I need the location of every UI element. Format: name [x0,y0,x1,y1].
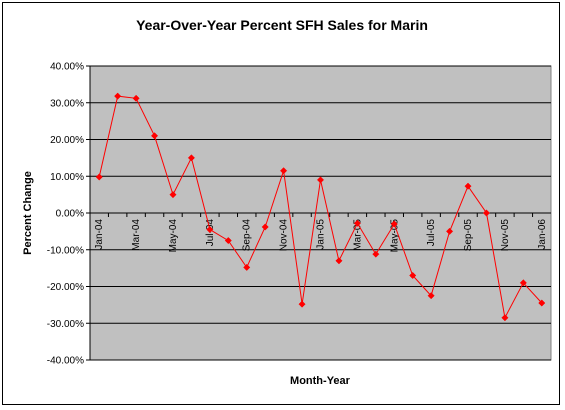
data-point-marker [335,257,343,265]
data-point-marker [501,314,509,322]
y-tick-label: 40.00% [50,62,84,73]
data-point-marker [390,220,398,228]
data-point-marker [372,250,380,258]
y-tick-label: 0.00% [56,209,84,220]
data-point-marker [280,167,288,175]
y-tick-label: 30.00% [50,98,84,109]
x-tick-label: Mar-05 [352,219,363,251]
data-point-marker [114,92,122,100]
data-point-marker [169,191,177,199]
x-tick-label: Jul-05 [426,219,437,247]
y-tick-label: 20.00% [50,135,84,146]
x-tick-label: Jan-06 [537,219,548,250]
x-tick-label: Mar-04 [131,219,142,251]
y-tick-label: -10.00% [47,245,84,256]
data-point-marker [132,94,140,102]
data-point-marker [464,182,472,190]
y-tick-label: -30.00% [47,319,84,330]
data-point-marker [206,225,214,234]
chart-frame [2,2,560,405]
data-point-marker [298,300,306,308]
x-axis-ticks: Jan-04 Mar-04 May-04 Jul-04 Sep-04 Nov-04 Jan-… [89,212,551,253]
chart-title: Year-Over-Year Percent SFH Sales for Mar… [136,17,428,33]
y-axis-ticks: 40.00% 30.00% 20.00% 10.00% 0.00% -10.00% -20.… [47,62,91,367]
data-point-marker [538,299,546,307]
y-tick-label: -40.00% [47,356,84,367]
series-markers [95,92,546,322]
y-tick-label: -20.00% [47,282,84,293]
data-point-marker [187,154,195,162]
data-point-marker [261,223,269,231]
x-tick-label: Nov-05 [500,219,511,252]
data-point-marker [150,132,159,140]
x-tick-label: Jan-04 [94,219,105,250]
x-tick-label: Sep-04 [242,219,253,252]
data-point-marker [316,176,325,184]
data-point-marker [224,237,232,245]
data-point-marker [482,209,491,217]
x-tick-label: Nov-04 [279,219,290,252]
data-point-marker [409,271,417,280]
x-tick-label: May-05 [389,219,400,253]
x-axis-title: Month-Year [290,375,351,387]
data-point-marker [353,219,361,227]
data-point-marker [446,227,454,235]
data-point-marker [243,263,251,271]
y-tick-label: 10.00% [50,172,84,183]
x-tick-label: Jan-05 [316,219,327,250]
x-tick-label: May-04 [168,219,179,253]
y-axis-title: Percent Change [22,171,34,255]
data-point-marker [427,292,435,300]
data-point-marker [519,279,527,287]
x-tick-label: Sep-05 [463,219,474,252]
data-point-marker [95,173,103,181]
